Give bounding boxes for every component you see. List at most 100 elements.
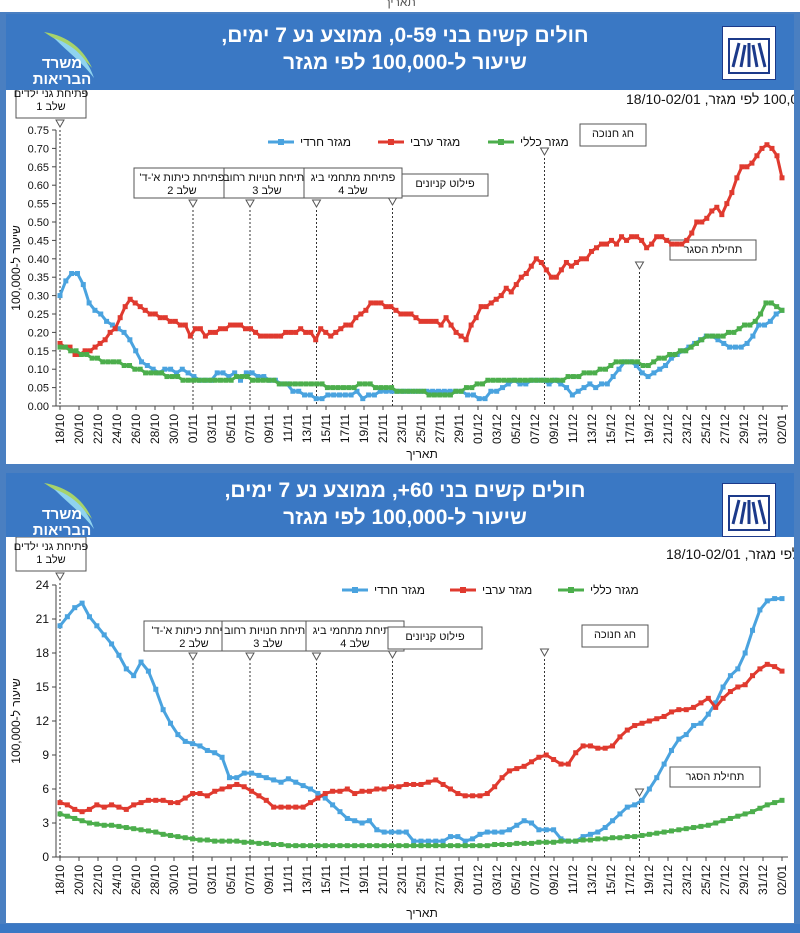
data-point-arab bbox=[273, 333, 279, 339]
data-point-arab bbox=[529, 759, 535, 765]
data-point-general bbox=[330, 843, 336, 849]
x-tick-label: 07/12 bbox=[528, 414, 542, 444]
data-point-haredi bbox=[86, 300, 92, 306]
data-point-arab bbox=[202, 333, 208, 339]
y-axis-label: שיעור ל-100,000 bbox=[9, 678, 23, 764]
data-point-general bbox=[640, 363, 646, 369]
data-point-haredi bbox=[74, 271, 80, 277]
data-point-general bbox=[587, 837, 593, 843]
data-point-arab bbox=[307, 800, 313, 806]
data-point-haredi bbox=[63, 278, 69, 284]
data-point-general bbox=[549, 377, 555, 383]
data-point-general bbox=[105, 359, 111, 365]
data-point-arab bbox=[313, 337, 319, 343]
data-point-general bbox=[496, 377, 502, 383]
data-point-haredi bbox=[551, 827, 557, 833]
data-point-arab bbox=[117, 315, 123, 321]
data-point-general bbox=[442, 392, 448, 398]
data-point-haredi bbox=[285, 776, 291, 782]
data-point-general bbox=[536, 839, 542, 845]
data-point-arab bbox=[278, 804, 284, 810]
y-tick-label: 0.60 bbox=[28, 180, 49, 192]
data-point-general bbox=[330, 385, 336, 391]
data-point-haredi bbox=[220, 370, 226, 376]
x-tick-label: 25/12 bbox=[699, 865, 713, 895]
series-line-general bbox=[60, 301, 783, 397]
x-tick-label: 25/12 bbox=[699, 414, 713, 444]
annotation-box bbox=[401, 173, 489, 197]
data-point-haredi bbox=[144, 363, 150, 369]
data-point-arab bbox=[315, 795, 321, 801]
data-point-arab bbox=[602, 745, 608, 751]
data-point-arab bbox=[132, 300, 138, 306]
data-point-haredi bbox=[79, 600, 85, 606]
data-point-general bbox=[57, 344, 63, 350]
data-point-arab bbox=[609, 237, 615, 243]
data-point-arab bbox=[142, 307, 148, 313]
data-point-haredi bbox=[256, 772, 262, 778]
annotation-label: פילוט קניונים bbox=[415, 177, 475, 190]
data-point-arab bbox=[543, 267, 549, 273]
data-point-arab bbox=[278, 333, 284, 339]
data-point-haredi bbox=[138, 659, 144, 665]
data-point-general bbox=[683, 826, 689, 832]
data-point-arab bbox=[744, 164, 750, 170]
data-point-haredi bbox=[389, 829, 395, 835]
data-point-haredi bbox=[654, 775, 660, 781]
data-point-haredi bbox=[514, 822, 520, 828]
data-point-arab bbox=[448, 322, 454, 328]
data-point-arab bbox=[629, 234, 635, 240]
y-tick-label: 3 bbox=[42, 816, 49, 830]
data-point-haredi bbox=[418, 838, 424, 844]
annotation-arrow bbox=[634, 788, 645, 798]
data-point-general bbox=[763, 300, 769, 306]
data-point-haredi bbox=[352, 818, 358, 824]
data-point-general bbox=[381, 843, 387, 849]
y-axis-label: שיעור ל-100,000 bbox=[9, 225, 23, 311]
legend-marker-general bbox=[498, 139, 504, 145]
ministry-logo-text-2: הבריאות bbox=[33, 522, 91, 539]
data-point-haredi bbox=[109, 322, 115, 328]
data-point-general bbox=[774, 304, 780, 310]
x-tick-label: 31/12 bbox=[756, 865, 770, 895]
data-point-arab bbox=[381, 786, 387, 792]
data-point-haredi bbox=[168, 720, 174, 726]
data-point-haredi bbox=[657, 366, 663, 372]
annotation-label: שלב 4 bbox=[340, 637, 369, 650]
data-point-haredi bbox=[360, 396, 366, 402]
x-tick-label: 27/11 bbox=[433, 865, 447, 894]
data-point-arab bbox=[492, 784, 498, 790]
data-point-arab bbox=[418, 781, 424, 787]
data-point-haredi bbox=[536, 827, 542, 833]
data-point-arab bbox=[398, 311, 404, 317]
data-point-arab bbox=[720, 695, 726, 701]
data-point-general bbox=[64, 813, 70, 819]
data-point-arab bbox=[443, 315, 449, 321]
data-point-general bbox=[437, 392, 443, 398]
x-tick-label: 01/12 bbox=[471, 414, 485, 444]
annotation-label: פתיחת חנויות רחוב bbox=[223, 172, 311, 184]
data-point-general bbox=[683, 348, 689, 354]
y-tick-label: 0.25 bbox=[28, 309, 49, 321]
data-point-arab bbox=[727, 689, 733, 695]
data-point-arab bbox=[182, 322, 188, 328]
data-point-haredi bbox=[80, 282, 86, 288]
annotation-arrow bbox=[311, 199, 322, 209]
data-point-haredi bbox=[72, 605, 78, 611]
x-tick-label: 23/11 bbox=[395, 865, 409, 894]
data-point-arab bbox=[403, 781, 409, 787]
data-point-arab bbox=[694, 219, 700, 225]
data-point-haredi bbox=[92, 307, 98, 313]
data-point-general bbox=[480, 381, 486, 387]
panel-title: חולים קשים בני 60+, ממוצע נע 7 ימים, שיע… bbox=[126, 477, 684, 531]
data-point-arab bbox=[619, 234, 625, 240]
data-point-arab bbox=[578, 256, 584, 262]
data-point-arab bbox=[548, 274, 554, 280]
data-point-arab bbox=[473, 315, 479, 321]
data-point-arab bbox=[253, 329, 259, 335]
data-point-haredi bbox=[587, 381, 593, 387]
panel-title: חולים קשים בני 0-59, ממוצע נע 7 ימים, שי… bbox=[126, 22, 684, 76]
data-point-arab bbox=[587, 743, 593, 749]
data-point-general bbox=[736, 326, 742, 332]
data-point-arab bbox=[192, 326, 198, 332]
